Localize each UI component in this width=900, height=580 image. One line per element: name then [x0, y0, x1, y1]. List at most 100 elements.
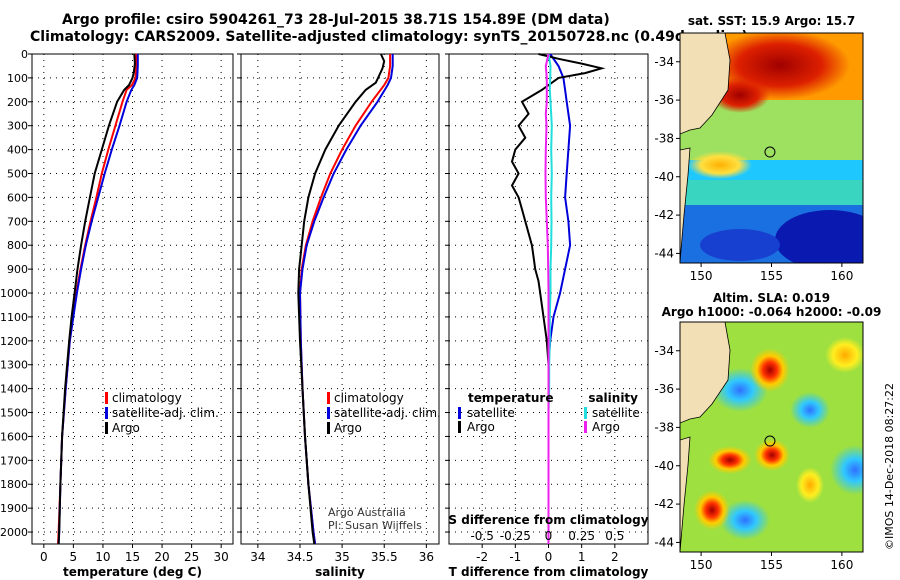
sst-map-title: sat. SST: 15.9 Argo: 15.7	[688, 14, 855, 28]
sst-map-ytick-label: -40	[654, 170, 674, 184]
depth-tick-label: 300	[7, 120, 28, 133]
salinity-panel-legend-swatch	[327, 392, 330, 404]
depth-tick-label: 200	[7, 96, 28, 109]
salinity-annotation: Argo Australia	[328, 506, 406, 519]
sla-map-argo-marker	[764, 435, 776, 447]
depth-tick-label: 1200	[0, 335, 28, 348]
salinity-panel-series-argo	[297, 53, 386, 545]
sla-map-xtick-label: 155	[760, 558, 783, 572]
difference-panel-series-s-argo	[544, 53, 550, 544]
depth-tick-label: 0	[21, 48, 28, 61]
temperature-panel-legend-label: Argo	[112, 421, 140, 435]
salinity-panel-legend-swatch	[327, 422, 330, 434]
sst-map-xtick-label: 155	[760, 269, 783, 283]
sla-map: 150 155 160 -34 -36 -38 -40 -42 -44 Altim. SLA: 0…	[654, 291, 881, 572]
salinity-panel: 34 34.5 35 35.5 36 salinity climatologysatelli…	[237, 53, 441, 579]
salinity-panel-xtick-label: 34.5	[287, 550, 314, 564]
depth-tick-label: 1300	[0, 359, 28, 372]
depth-tick-label: 400	[7, 144, 28, 157]
salinity-panel-xtick-label: 34	[250, 550, 265, 564]
difference-panel: -2 -1 0 1 2T difference from climatology S di…	[445, 53, 649, 579]
temperature-panel-xtick-label: 15	[125, 550, 140, 564]
temperature-panel-xtick-label: 25	[184, 550, 199, 564]
depth-tick-label: 1700	[0, 454, 28, 467]
salinity-panel-xlabel: salinity	[315, 565, 365, 579]
difference-panel-xtick-label: -1	[509, 550, 521, 564]
secondary-xtick-label: 0	[545, 529, 553, 543]
diff-legend-swatch	[584, 421, 587, 433]
depth-tick-label: 700	[7, 215, 28, 228]
sla-map-ytick-label: -34	[654, 344, 674, 358]
sla-map-title: Argo h1000: -0.064 h2000: -0.09	[662, 305, 882, 319]
sst-map-xtick-label: 150	[690, 269, 713, 283]
diff-legend-swatch	[458, 407, 461, 419]
temperature-panel-xlabel: temperature (deg C)	[63, 565, 202, 579]
salinity-panel-legend-swatch	[327, 407, 330, 419]
difference-panel-series-t-argo	[510, 53, 606, 544]
depth-tick-label: 100	[7, 72, 28, 85]
sla-map-ytick-label: -40	[654, 459, 674, 473]
salinity-panel-legend-label: satellite-adj. clim.	[334, 406, 441, 420]
depth-tick-label: 1900	[0, 502, 28, 515]
temperature-panel-legend-swatch	[105, 407, 108, 419]
sla-map-ytick-label: -42	[654, 497, 674, 511]
diff-legend-right-title: salinity	[588, 391, 638, 405]
diff-legend-swatch	[584, 407, 587, 419]
sst-map-xtick-label: 160	[830, 269, 853, 283]
secondary-xlabel: S difference from climatology	[448, 513, 648, 527]
temperature-panel-xtick-label: 20	[154, 550, 169, 564]
sst-map-ytick-label: -36	[654, 93, 674, 107]
difference-panel-xtick-label: 2	[611, 550, 619, 564]
sla-map-xtick-label: 150	[690, 558, 713, 572]
temperature-panel-frame	[31, 53, 234, 545]
depth-tick-label: 600	[7, 191, 28, 204]
temperature-panel-legend-swatch	[105, 392, 108, 404]
salinity-panel-xtick-label: 35	[334, 550, 349, 564]
depth-tick-label: 1800	[0, 478, 28, 491]
temperature-panel-legend-label: climatology	[112, 391, 182, 405]
depth-tick-label: 900	[7, 263, 28, 276]
secondary-xtick-label: 0.5	[605, 529, 624, 543]
temperature-panel-xtick-label: 5	[70, 550, 78, 564]
sla-map-ytick-label: -38	[654, 420, 674, 434]
difference-panel-xtick-label: 0	[545, 550, 553, 564]
diff-legend-label: satellite	[592, 406, 640, 420]
temperature-panel: 0 5 10 15 20 25 300100200300400500600700800900…	[0, 48, 234, 579]
sla-map-ytick-label: -44	[654, 535, 674, 549]
salinity-panel-frame	[240, 53, 440, 545]
diff-legend-left-title: temperature	[468, 391, 553, 405]
depth-tick-label: 1500	[0, 407, 28, 420]
secondary-xtick-label: 0.25	[568, 529, 595, 543]
diff-legend-label: satellite	[467, 406, 515, 420]
sst-map-ytick-label: -42	[654, 208, 674, 222]
sla-map-field	[680, 322, 863, 552]
diff-legend-label: Argo	[467, 420, 495, 434]
diff-legend-label: Argo	[592, 420, 620, 434]
temperature-panel-xtick-label: 10	[95, 550, 110, 564]
salinity-panel-legend-label: climatology	[334, 391, 404, 405]
secondary-xtick-label: -0.25	[500, 529, 531, 543]
depth-tick-label: 800	[7, 239, 28, 252]
salinity-panel-legend-label: Argo	[334, 421, 362, 435]
credit-text: ©IMOS 14-Dec-2018 08:27:22	[883, 383, 896, 550]
depth-tick-label: 2000	[0, 526, 28, 539]
temperature-panel-xtick-label: 30	[214, 550, 229, 564]
depth-tick-label: 1600	[0, 430, 28, 443]
salinity-annotation: PI: Susan Wijffels	[328, 519, 422, 532]
depth-tick-label: 1100	[0, 311, 28, 324]
temperature-panel-xtick-label: 0	[40, 550, 48, 564]
secondary-xtick-label: -0.5	[470, 529, 493, 543]
temperature-panel-legend-swatch	[105, 422, 108, 434]
sst-map-ytick-label: -38	[654, 131, 674, 145]
sst-map: 150 155 160 -34 -36 -38 -40 -42 -44 sat. SST: 15.…	[654, 14, 864, 283]
sla-map-xtick-label: 160	[830, 558, 853, 572]
difference-panel-xtick-label: -2	[476, 550, 488, 564]
sla-map-title: Altim. SLA: 0.019	[713, 291, 830, 305]
salinity-panel-xtick-label: 35.5	[371, 550, 398, 564]
sst-map-field	[680, 33, 863, 263]
title-line-1: Argo profile: csiro 5904261_73 28-Jul-20…	[62, 12, 610, 28]
difference-panel-xlabel: T difference from climatology	[449, 565, 649, 579]
diff-legend-swatch	[458, 421, 461, 433]
temperature-panel-legend-label: satellite-adj. clim.	[112, 406, 219, 420]
